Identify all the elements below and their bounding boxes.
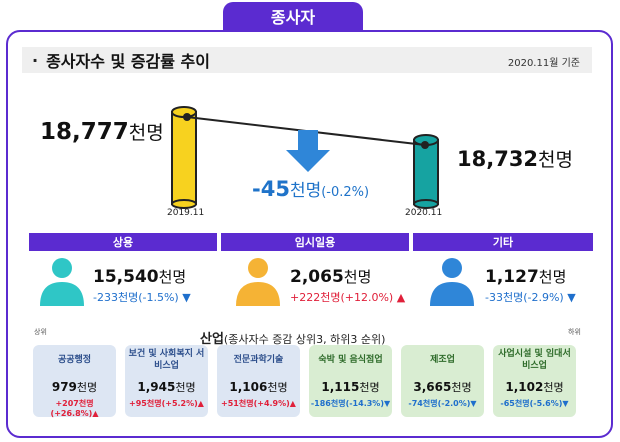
trend-point-2020 xyxy=(421,141,429,149)
industry-card: 제조업 3,665천명 -74천명(-2.0%)▼ xyxy=(401,345,484,417)
up-arrow-icon: ▲ xyxy=(289,399,296,408)
section-frame xyxy=(6,30,613,438)
person-icon xyxy=(430,258,474,306)
section-tab: 종사자 xyxy=(223,2,363,30)
category-stat-temporary: 2,065천명 +222천명(+12.0%) ▲ xyxy=(290,267,406,304)
curr-period: 2020.11 xyxy=(405,208,443,218)
bar-2019 xyxy=(171,106,197,209)
page-title: 종사자수 및 증감률 추이 xyxy=(46,52,210,71)
top-label: 상위 xyxy=(34,328,47,336)
category-stat-regular: 15,540천명 -233천명(-1.5%) ▼ xyxy=(93,267,191,304)
person-icon xyxy=(236,258,280,306)
reference-date: 2020.11월 기준 xyxy=(507,58,580,69)
up-arrow-icon: ▲ xyxy=(197,399,204,408)
up-arrow-icon: ▲ xyxy=(396,291,406,304)
industry-card: 사업시설 및 임대서비스업 1,102천명 -65천명(-5.6%)▼ xyxy=(493,345,576,417)
down-arrow-icon xyxy=(286,130,330,172)
header-bar: · 종사자수 및 증감률 추이 2020.11월 기준 xyxy=(22,47,592,73)
category-header-regular: 상용 xyxy=(29,233,217,251)
header-bullet: · xyxy=(32,50,39,70)
curr-total: 18,732천명 xyxy=(457,147,574,171)
industry-title: 산업(종사자수 증감 상위3, 하위3 순위) xyxy=(200,332,386,347)
industry-card: 숙박 및 음식점업 1,115천명 -186천명(-14.3%)▼ xyxy=(309,345,392,417)
industry-card: 공공행정 979천명 +207천명(+26.8%)▲ xyxy=(33,345,116,418)
down-arrow-icon: ▼ xyxy=(567,291,576,304)
total-change: -45천명(-0.2%) xyxy=(252,177,370,201)
category-header-other: 기타 xyxy=(413,233,593,251)
prev-period: 2019.11 xyxy=(167,208,205,218)
down-arrow-icon: ▼ xyxy=(383,399,391,408)
industry-card: 전문과학기술 1,106천명 +51천명(+4.9%)▲ xyxy=(217,345,300,417)
down-arrow-icon: ▼ xyxy=(182,291,191,304)
bottom-label: 하위 xyxy=(568,328,581,336)
up-arrow-icon: ▲ xyxy=(92,409,99,418)
down-arrow-icon: ▼ xyxy=(562,399,569,408)
category-header-temporary: 임시일용 xyxy=(221,233,409,251)
industry-card: 보건 및 사회복지 서비스업 1,945천명 +95천명(+5.2%)▲ xyxy=(125,345,208,417)
trend-point-2019 xyxy=(183,113,191,121)
down-arrow-icon: ▼ xyxy=(470,399,477,408)
prev-total: 18,777천명 xyxy=(40,119,164,145)
person-icon xyxy=(40,258,84,306)
category-stat-other: 1,127천명 -33천명(-2.9%) ▼ xyxy=(485,267,576,304)
